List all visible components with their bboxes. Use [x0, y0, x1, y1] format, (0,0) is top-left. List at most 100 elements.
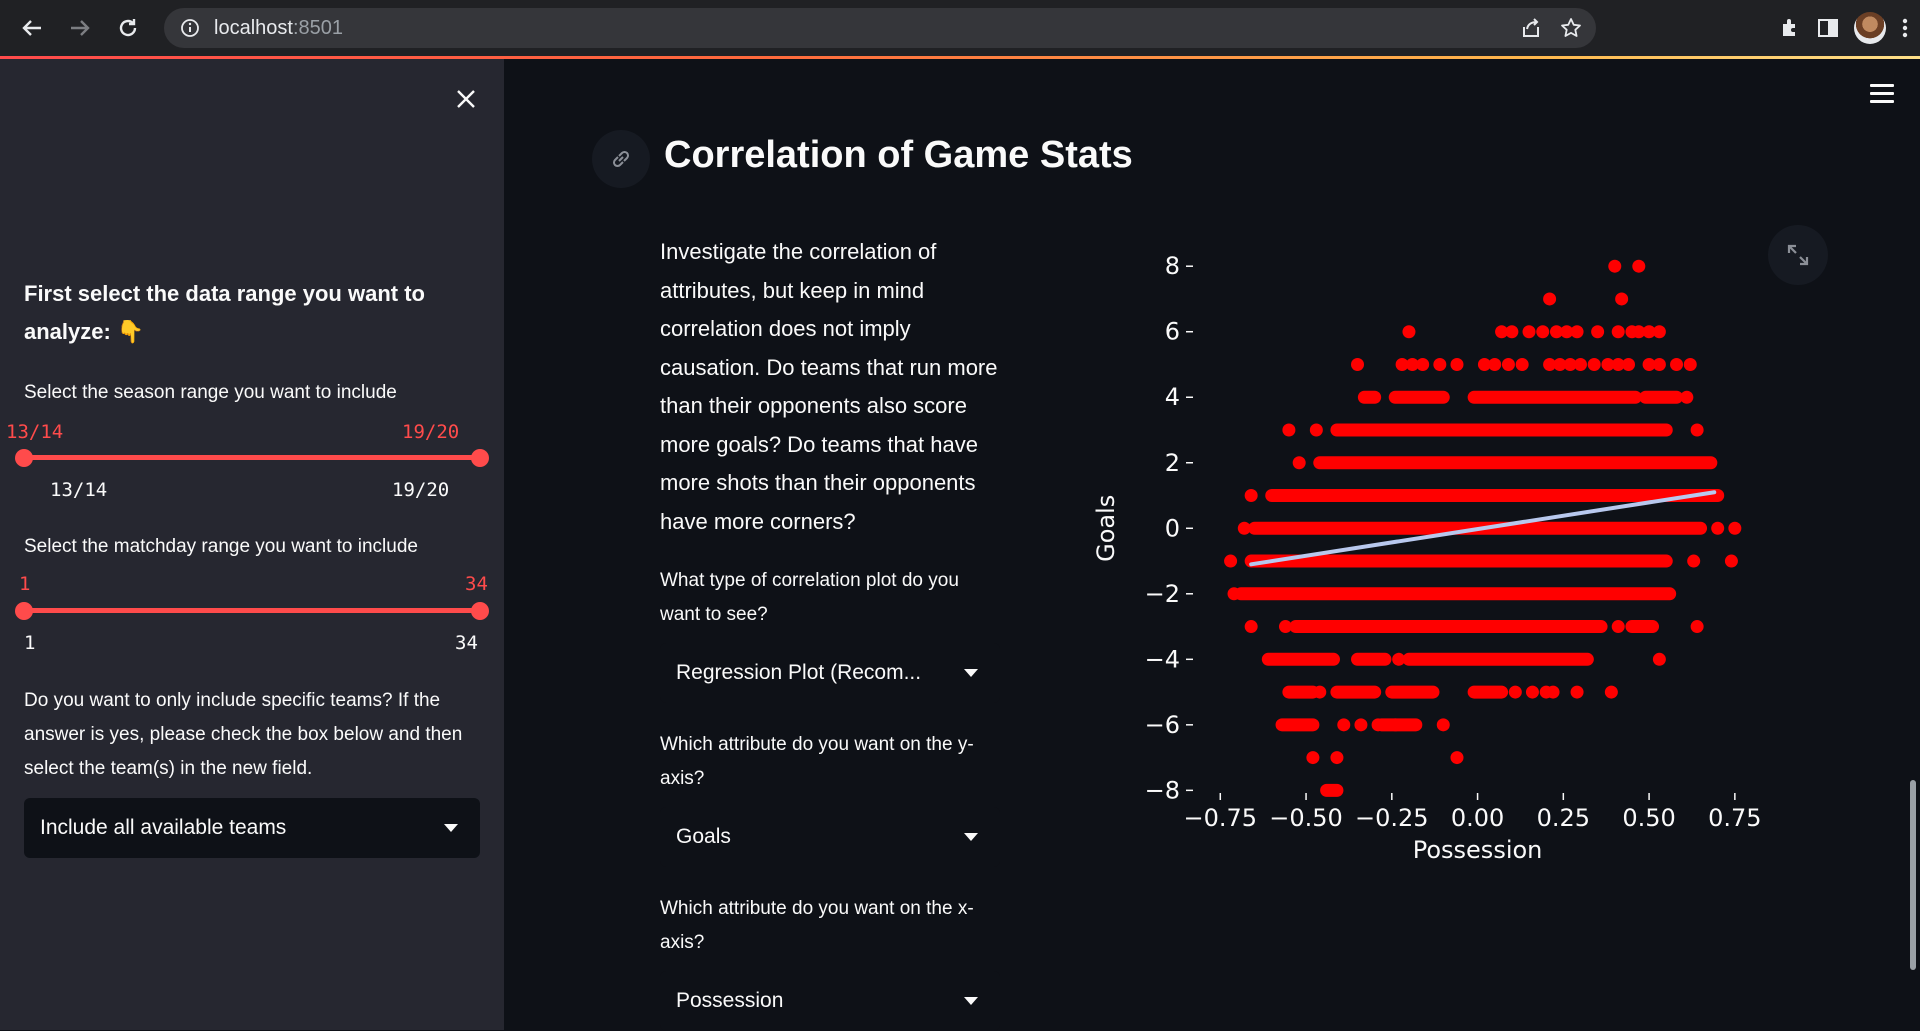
site-info-icon[interactable] — [178, 16, 202, 40]
side-panel-icon[interactable] — [1816, 16, 1840, 40]
y-attribute-select[interactable]: Goals — [660, 807, 1000, 867]
data-point — [1371, 718, 1385, 732]
page-scrollbar[interactable] — [1910, 780, 1916, 970]
reload-icon — [119, 19, 137, 37]
forward-button[interactable] — [62, 10, 98, 46]
x-tick-label: 0.00 — [1451, 804, 1504, 832]
x-tick-label: −0.50 — [1269, 804, 1343, 832]
y-tick-label: −8 — [1145, 776, 1180, 804]
reload-button[interactable] — [110, 10, 146, 46]
arrow-left-icon — [22, 20, 41, 36]
page-title: Correlation of Game Stats — [664, 134, 1133, 176]
address-bar[interactable]: localhost:8501 — [164, 8, 1596, 48]
data-point — [1608, 259, 1622, 273]
x-attribute-select[interactable]: Possession — [660, 971, 1000, 1031]
data-point-cluster — [1330, 685, 1382, 699]
data-point-cluster — [1402, 652, 1594, 666]
data-point — [1549, 325, 1563, 339]
data-point-cluster — [1351, 652, 1392, 666]
plot-type-value: Regression Plot (Recom... — [676, 661, 922, 684]
data-point-cluster — [1388, 390, 1450, 404]
fullscreen-button[interactable] — [1768, 225, 1828, 285]
matchday-min-label: 1 — [24, 632, 36, 654]
data-point — [1711, 521, 1725, 535]
bookmark-star-icon[interactable] — [1560, 17, 1582, 39]
data-point — [1591, 325, 1605, 339]
browser-toolbar: localhost:8501 — [0, 0, 1920, 56]
teams-select[interactable]: Include all available teams — [24, 798, 480, 858]
data-point — [1433, 357, 1447, 371]
data-point — [1337, 718, 1351, 732]
data-point — [1615, 292, 1629, 306]
main-menu-button[interactable] — [1870, 84, 1894, 108]
intro-text: Investigate the correlation of attribute… — [660, 239, 998, 534]
data-point — [1546, 685, 1560, 699]
matchday-slider-label: Select the matchday range you want to in… — [24, 536, 418, 557]
data-point-cluster — [1467, 390, 1642, 404]
data-point-cluster — [1275, 718, 1320, 732]
data-point-cluster — [1265, 489, 1725, 503]
data-point — [1450, 751, 1464, 765]
x-tick-label: 0.25 — [1537, 804, 1590, 832]
data-point — [1652, 652, 1666, 666]
data-point — [1543, 357, 1557, 371]
y-axis-label: Goals — [1092, 495, 1120, 562]
data-point — [1330, 751, 1344, 765]
season-slider-track[interactable] — [24, 455, 480, 460]
matchday-value-high: 34 — [465, 573, 488, 595]
arrow-right-icon — [71, 20, 90, 36]
data-point — [1670, 357, 1684, 371]
matchday-slider-track[interactable] — [24, 608, 480, 613]
data-point — [1392, 652, 1406, 666]
season-slider-thumb-low[interactable] — [15, 449, 33, 467]
data-point — [1563, 357, 1577, 371]
header-anchor-link[interactable] — [592, 130, 650, 188]
data-point — [1313, 685, 1327, 699]
extensions-puzzle-icon[interactable] — [1778, 16, 1802, 40]
data-point — [1683, 357, 1697, 371]
data-point — [1560, 325, 1574, 339]
app-top-decoration — [0, 56, 1920, 59]
data-point — [1536, 325, 1550, 339]
matchday-slider-thumb-low[interactable] — [15, 602, 33, 620]
profile-avatar[interactable] — [1854, 12, 1886, 44]
data-point — [1278, 620, 1292, 634]
data-point — [1282, 423, 1296, 437]
data-point — [1388, 718, 1402, 732]
data-point — [1477, 357, 1491, 371]
data-point — [1587, 357, 1601, 371]
share-icon[interactable] — [1520, 17, 1542, 39]
data-point-cluster — [1313, 456, 1718, 470]
data-point — [1309, 423, 1323, 437]
regression-line — [1249, 490, 1717, 567]
season-max-label: 19/20 — [392, 479, 450, 501]
data-point — [1244, 620, 1258, 634]
x-tick-label: −0.75 — [1184, 804, 1258, 832]
x-tick-label: 0.50 — [1622, 804, 1675, 832]
data-point — [1227, 587, 1241, 601]
y-tick-label: 0 — [1165, 514, 1180, 542]
data-point — [1488, 357, 1502, 371]
sidebar: First select the data range you want to … — [0, 59, 504, 1030]
y-tick-label: 6 — [1165, 318, 1180, 346]
data-point — [1690, 423, 1704, 437]
chevron-down-icon — [964, 669, 978, 677]
season-slider-thumb-high[interactable] — [471, 449, 489, 467]
data-point — [1611, 325, 1625, 339]
y-tick-label: −6 — [1145, 711, 1180, 739]
back-button[interactable] — [14, 10, 50, 46]
more-vert-icon[interactable] — [1900, 16, 1910, 40]
close-sidebar-button[interactable] — [448, 81, 484, 117]
data-point — [1652, 325, 1666, 339]
season-value-low: 13/14 — [6, 421, 64, 443]
y-attribute-value: Goals — [676, 825, 731, 848]
sidebar-heading: First select the data range you want to … — [24, 281, 425, 344]
y-tick-label: 4 — [1165, 383, 1180, 411]
expand-icon — [1787, 244, 1809, 266]
data-point — [1508, 685, 1522, 699]
data-point — [1402, 325, 1416, 339]
matchday-slider-thumb-high[interactable] — [471, 602, 489, 620]
data-point — [1292, 456, 1306, 470]
data-point-cluster — [1385, 685, 1440, 699]
plot-type-select[interactable]: Regression Plot (Recom... — [660, 643, 1000, 703]
